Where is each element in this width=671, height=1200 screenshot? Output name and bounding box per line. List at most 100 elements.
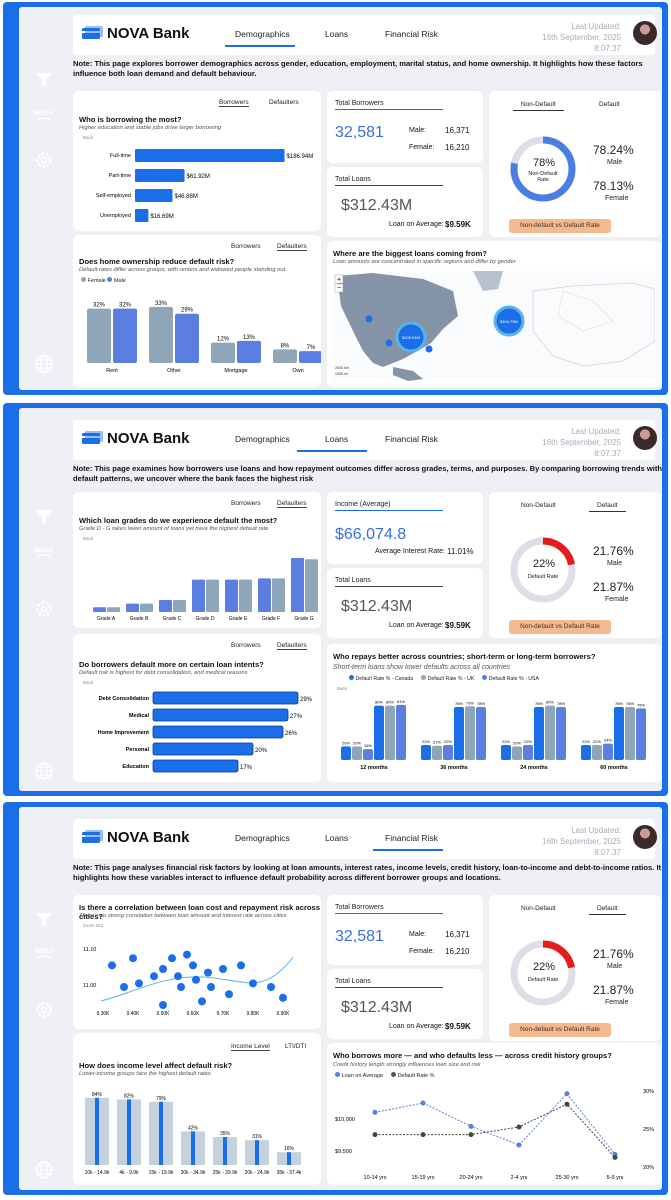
tab-defaulters[interactable]: Defaulters (269, 99, 299, 106)
bar-a[interactable] (192, 579, 205, 612)
bar[interactable] (603, 743, 613, 760)
bar[interactable] (454, 706, 464, 760)
tab-default[interactable]: Default (589, 905, 626, 915)
bar-b[interactable] (173, 600, 186, 612)
tab-income-level[interactable]: Income Level (231, 1043, 270, 1051)
bar[interactable] (443, 745, 453, 760)
bar-female[interactable] (273, 349, 297, 363)
tab-lti-dti[interactable]: LTI/DTI (285, 1043, 307, 1050)
scatter-point[interactable] (108, 961, 116, 970)
tab-demographics[interactable]: Demographics (235, 434, 290, 444)
bar-female[interactable] (211, 342, 235, 363)
scatter-point[interactable] (168, 954, 176, 963)
bar[interactable] (152, 691, 299, 705)
scatter-point[interactable] (192, 975, 200, 984)
bar-a[interactable] (126, 603, 139, 612)
default-point[interactable] (564, 1101, 570, 1107)
bar-b[interactable] (239, 579, 252, 612)
tab-defaulters[interactable]: Defaulters (277, 642, 307, 650)
filter-icon[interactable] (31, 67, 57, 93)
bar-b[interactable] (272, 578, 285, 612)
bar[interactable] (396, 704, 406, 760)
tab-borrowers[interactable]: Borrowers (219, 99, 249, 107)
tab-demographics[interactable]: Demographics (235, 29, 290, 39)
bar-b[interactable] (140, 603, 153, 612)
back-button[interactable]: Back (83, 680, 94, 685)
bar-a[interactable] (225, 579, 238, 612)
scatter-point[interactable] (225, 990, 233, 999)
bar[interactable] (592, 745, 602, 760)
tab-default[interactable]: Default (589, 502, 626, 512)
tab-loans[interactable]: Loans (325, 833, 349, 843)
tab-financial-risk[interactable]: Financial Risk (385, 29, 438, 39)
bar-b[interactable] (107, 607, 120, 612)
tab-borrowers[interactable]: Borrowers (231, 243, 261, 250)
scatter-point[interactable] (174, 972, 182, 981)
bar[interactable] (501, 745, 511, 760)
tab-defaulters[interactable]: Defaulters (277, 500, 307, 508)
scatter-point[interactable] (198, 997, 206, 1006)
loan-map[interactable]: $100.91M $104.79M + − 2000 km 1000 mi (333, 271, 655, 381)
loan-point[interactable] (564, 1091, 570, 1097)
bar[interactable] (636, 708, 646, 760)
avatar[interactable] (633, 825, 657, 849)
loan-point[interactable] (420, 1100, 426, 1106)
back-button[interactable]: Back (337, 686, 348, 691)
bar[interactable] (152, 725, 284, 739)
scatter-point[interactable] (150, 972, 158, 981)
bar[interactable] (556, 706, 566, 760)
bar-male[interactable] (175, 313, 199, 363)
default-point[interactable] (612, 1154, 618, 1160)
back-button[interactable]: Back (83, 135, 94, 140)
tab-non-default[interactable]: Non-Default (521, 502, 556, 509)
bar[interactable] (135, 209, 149, 222)
zoom-out-icon[interactable]: − (337, 285, 341, 292)
tab-financial-risk[interactable]: Financial Risk (385, 434, 438, 444)
scatter-point[interactable] (189, 961, 197, 970)
bar-b[interactable] (206, 579, 219, 612)
default-point[interactable] (420, 1132, 426, 1138)
tab-defaulters[interactable]: Defaulters (277, 243, 307, 251)
tab-demographics[interactable]: Demographics (235, 833, 290, 843)
tab-borrowers[interactable]: Borrowers (231, 642, 261, 649)
bar[interactable] (625, 706, 635, 760)
scatter-point[interactable] (204, 968, 212, 977)
bar-a[interactable] (159, 600, 172, 612)
bar[interactable] (534, 706, 544, 760)
scatter-point[interactable] (159, 1001, 167, 1009)
bar-male[interactable] (237, 340, 261, 363)
default-point[interactable] (516, 1124, 522, 1130)
bar[interactable] (135, 189, 173, 202)
zoom-in-icon[interactable]: + (337, 277, 341, 284)
non-default-vs-default-button[interactable]: Non-default vs Default Rate (509, 219, 611, 233)
bar[interactable] (152, 759, 239, 773)
default-point[interactable] (372, 1132, 378, 1138)
tab-default[interactable]: Default (599, 101, 620, 108)
scatter-point[interactable] (279, 993, 287, 1002)
bar[interactable] (545, 705, 555, 760)
globe-icon[interactable] (31, 351, 57, 377)
bar[interactable] (385, 705, 395, 760)
avatar[interactable] (633, 426, 657, 450)
bar-female[interactable] (87, 308, 111, 363)
reset-button[interactable]: RESET (31, 542, 57, 568)
scatter-point[interactable] (177, 983, 185, 991)
bar-female[interactable] (149, 306, 173, 363)
tab-loans[interactable]: Loans (325, 434, 349, 444)
non-default-vs-default-button[interactable]: Non-default vs Default Rate (509, 1023, 611, 1037)
bar-male[interactable] (113, 308, 137, 363)
tab-non-default[interactable]: Non-Default (521, 905, 556, 912)
non-default-vs-default-button[interactable]: Non-default vs Default Rate (509, 620, 611, 634)
tab-financial-risk[interactable]: Financial Risk (385, 833, 438, 843)
bar[interactable] (135, 149, 285, 162)
bar-a[interactable] (291, 558, 304, 612)
bar[interactable] (465, 706, 475, 760)
reset-button[interactable]: RESET (31, 105, 57, 131)
scatter-point[interactable] (219, 965, 227, 973)
loan-point[interactable] (468, 1123, 474, 1129)
bar-b[interactable] (305, 559, 318, 612)
avatar[interactable] (633, 21, 657, 45)
scatter-point[interactable] (267, 983, 275, 991)
bar[interactable] (341, 746, 351, 760)
globe-icon[interactable] (31, 1157, 57, 1183)
